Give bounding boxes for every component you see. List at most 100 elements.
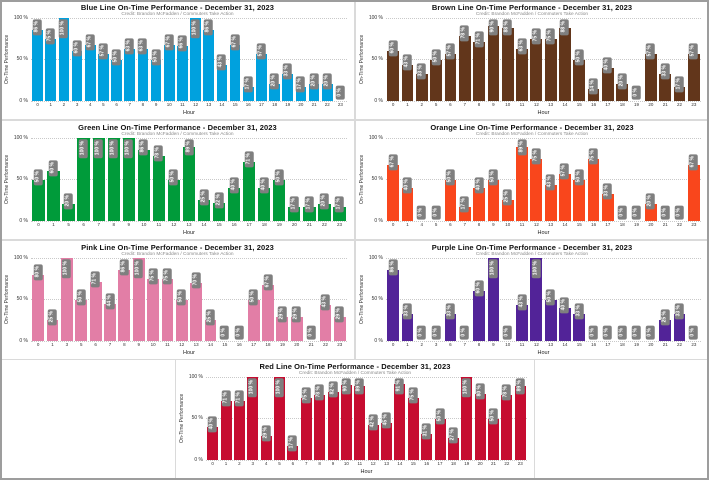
x-tick-label: 16 <box>236 342 242 347</box>
bar-value-label: 40 % <box>229 176 239 194</box>
bar-value-label: 50 % <box>76 288 86 305</box>
x-tick-label: 7 <box>463 102 466 107</box>
bar <box>544 185 557 221</box>
y-tick-label: 50 % <box>16 56 28 62</box>
bar-value-label: 33 % <box>660 62 670 80</box>
bar-value-label: 50 % <box>274 168 284 185</box>
x-tick-label: 15 <box>232 102 238 107</box>
bar <box>587 158 600 221</box>
bar-value-label: 44 % <box>105 293 115 310</box>
x-tick-label: 2 <box>238 461 241 466</box>
bar-value-label: 0 % <box>417 325 427 340</box>
x-tick-label: 15 <box>576 102 582 107</box>
x-tick-label: 9 <box>154 102 158 107</box>
bar <box>308 84 320 101</box>
x-tick-label: 14 <box>397 461 403 466</box>
bar-value-label: 60 % <box>474 280 484 297</box>
x-tick-label: 14 <box>562 102 568 107</box>
x-tick-label: 11 <box>519 102 525 107</box>
bar-value-label: 17 % <box>243 75 253 93</box>
bar <box>161 278 174 341</box>
chart-credit: Credit: Brandon McFadden / Commuters Tak… <box>121 252 234 257</box>
bar-value-label: 40 % <box>603 56 613 74</box>
y-tick-label: 100 % <box>13 254 28 261</box>
bar <box>559 27 571 101</box>
bar <box>444 179 457 221</box>
x-tick-label: 14 <box>201 222 207 227</box>
bar-value-label: 57 % <box>560 162 570 180</box>
x-tick-label: 3 <box>65 342 69 347</box>
bar-value-label: 57 % <box>646 42 656 60</box>
bar-value-label: 75 % <box>301 386 311 404</box>
x-tick-label: 9 <box>492 102 495 107</box>
bar-value-label: 75 % <box>46 27 55 45</box>
x-tick-label: 23 <box>517 461 523 466</box>
bar-value-label: 25 % <box>206 309 215 326</box>
bar-value-label: 82 % <box>328 380 338 398</box>
chart-title: Purple Line On-Time Performance - Decemb… <box>431 243 633 252</box>
bar-value-label: 25 % <box>48 309 57 326</box>
bar-value-label: 86 % <box>119 258 129 276</box>
chart-credit: Credit: Brandon McFadden / Commuters Tak… <box>298 371 412 376</box>
bar <box>163 45 175 101</box>
bar-value-label: 25 % <box>660 309 670 326</box>
bar <box>645 204 657 221</box>
bar-value-label: 50 % <box>489 407 498 424</box>
y-tick-label: 0 % <box>374 97 383 104</box>
x-tick-label: 5 <box>67 222 70 227</box>
plot-area: 0 % 50 % 100 % 0 86 % 1 75 % 2 100 % 3 60 % 4 67 % 5 5… <box>14 15 347 107</box>
bar <box>124 48 136 101</box>
bar-value-label: 43 % <box>402 54 412 71</box>
plot-area: 0 % 50 % 100 % 0 67 % 1 40 % 4 0 % 5 0 % 6 50 % 7 17 %… <box>369 135 701 227</box>
x-tick-label: 11 <box>180 102 185 107</box>
x-tick-label: 6 <box>115 102 118 107</box>
bar <box>92 138 105 221</box>
bar <box>401 187 414 221</box>
bar <box>587 89 600 101</box>
x-tick-label: 11 <box>357 461 363 466</box>
gridline <box>386 220 701 222</box>
bar-value-label: 89 % <box>355 377 365 394</box>
bar <box>474 393 486 460</box>
bar-value-label: 78 % <box>154 145 164 162</box>
y-tick-label: 0 % <box>19 337 28 344</box>
y-tick-label: 50 % <box>371 176 383 182</box>
chart-title: Orange Line On-Time Performance - Decemb… <box>430 123 634 132</box>
bar-value-label: 60 % <box>72 40 82 57</box>
x-tick-label: 0 <box>211 461 214 466</box>
x-tick-label: 19 <box>285 102 291 107</box>
chart-title: Green Line On-Time Performance - Decembe… <box>78 123 277 132</box>
chart-credit: Credit: Brandon McFadden / Commuters Tak… <box>121 12 234 17</box>
bar-value-label: 40 % <box>560 296 570 314</box>
bar <box>401 65 414 101</box>
bar <box>204 320 217 341</box>
x-tick-label: 12 <box>193 102 199 107</box>
bar-value-label: 0 % <box>335 85 345 100</box>
x-tick-label: 12 <box>533 342 539 347</box>
bar-value-label: 100 % <box>62 258 72 278</box>
x-tick-label: 10 <box>505 342 511 347</box>
bar <box>227 187 241 221</box>
chart-title: Blue Line On-Time Performance - December… <box>80 3 275 12</box>
bar <box>71 51 83 101</box>
bar-value-label: 43 % <box>517 294 527 311</box>
bar-value-label: 67 % <box>263 274 273 291</box>
bar-value-label: 0 % <box>689 325 699 340</box>
x-tick-label: 19 <box>279 342 285 347</box>
bar-value-label: 66 % <box>177 35 187 52</box>
bar <box>258 187 271 221</box>
bar-value-label: 20 % <box>309 73 319 90</box>
x-tick-label: 4 <box>88 102 92 107</box>
x-tick-label: 6 <box>449 342 452 347</box>
x-axis-title: Hour <box>537 350 550 356</box>
bar <box>447 437 459 460</box>
bar <box>354 386 366 460</box>
bar-value-label: 42 % <box>368 414 378 431</box>
bar <box>220 401 232 460</box>
bar-value-label: 89 % <box>517 138 527 155</box>
bar <box>182 147 196 221</box>
bar <box>327 391 339 460</box>
x-tick-label: 22 <box>324 102 330 107</box>
bar-value-label: 90 % <box>341 377 351 394</box>
gridline <box>206 459 527 461</box>
